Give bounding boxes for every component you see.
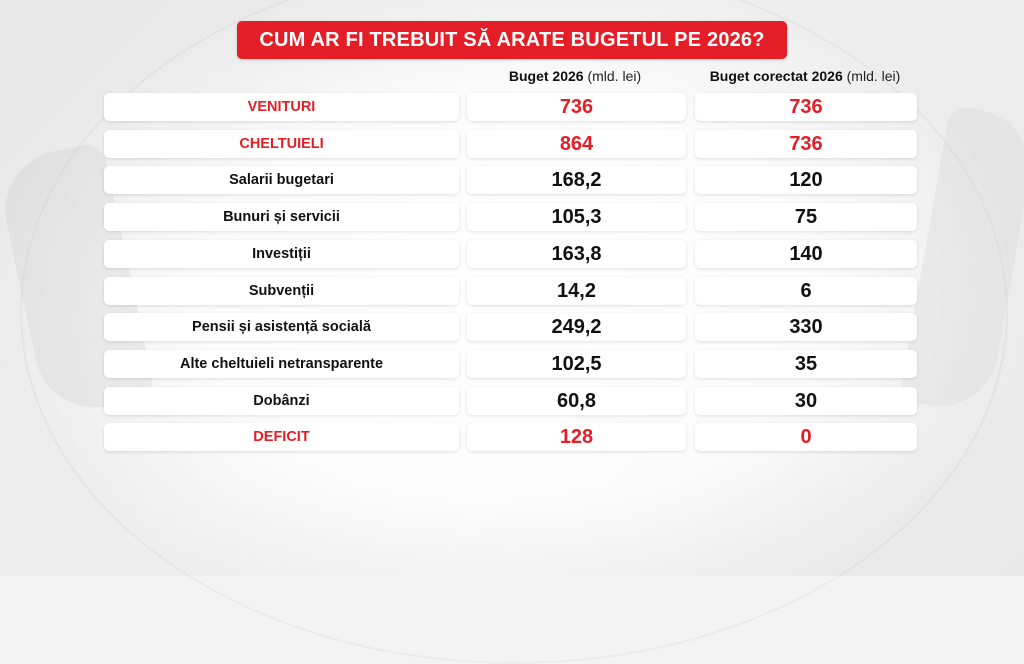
value-buget-corectat-2026-cheltuieli: 736 [695,130,917,158]
value-buget-2026-investitii: 163,8 [467,240,686,268]
value-buget-corectat-2026-subventii: 6 [695,277,917,305]
column-header-buget-2026: Buget 2026 (mld. lei) [464,68,686,86]
value-buget-2026-subventii: 14,2 [467,277,686,305]
value-buget-corectat-2026-bunuri-si-servicii: 75 [695,203,917,231]
row-label-alte-cheltuieli-netransparente: Alte cheltuieli netransparente [104,350,459,378]
column-header-label: Buget 2026 [508,68,584,84]
row-label-investitii: Investiții [104,240,459,268]
value-buget-2026-alte-cheltuieli-netransparente: 102,5 [467,350,686,378]
row-label-dobanzi: Dobânzi [104,387,459,415]
value-buget-corectat-2026-deficit: 0 [695,423,917,451]
row-label-salarii-bugetari: Salarii bugetari [104,166,459,194]
row-label-subventii: Subvenții [104,277,459,305]
value-buget-2026-salarii-bugetari: 168,2 [467,166,686,194]
value-buget-corectat-2026-investitii: 140 [695,240,917,268]
value-buget-corectat-2026-pensii-si-asistenta-sociala: 330 [695,313,917,341]
value-buget-corectat-2026-alte-cheltuieli-netransparente: 35 [695,350,917,378]
value-buget-2026-venituri: 736 [467,93,686,121]
row-label-pensii-si-asistenta-sociala: Pensii și asistență socială [104,313,459,341]
row-label-cheltuieli: CHELTUIELI [104,130,459,158]
value-buget-2026-deficit: 128 [467,423,686,451]
row-label-bunuri-si-servicii: Bunuri și servicii [104,203,459,231]
page-title: CUM AR FI TREBUIT SĂ ARATE BUGETUL PE 20… [237,21,787,59]
value-buget-2026-bunuri-si-servicii: 105,3 [467,203,686,231]
column-header-unit: (mld. lei) [846,68,901,84]
value-buget-corectat-2026-dobanzi: 30 [695,387,917,415]
column-header-unit: (mld. lei) [587,68,642,84]
value-buget-corectat-2026-venituri: 736 [695,93,917,121]
column-header-buget-corectat-2026: Buget corectat 2026 (mld. lei) [680,68,930,86]
row-label-deficit: DEFICIT [104,423,459,451]
column-header-label: Buget corectat 2026 [709,68,843,84]
value-buget-2026-cheltuieli: 864 [467,130,686,158]
value-buget-2026-dobanzi: 60,8 [467,387,686,415]
value-buget-corectat-2026-salarii-bugetari: 120 [695,166,917,194]
value-buget-2026-pensii-si-asistenta-sociala: 249,2 [467,313,686,341]
row-label-venituri: VENITURI [104,93,459,121]
